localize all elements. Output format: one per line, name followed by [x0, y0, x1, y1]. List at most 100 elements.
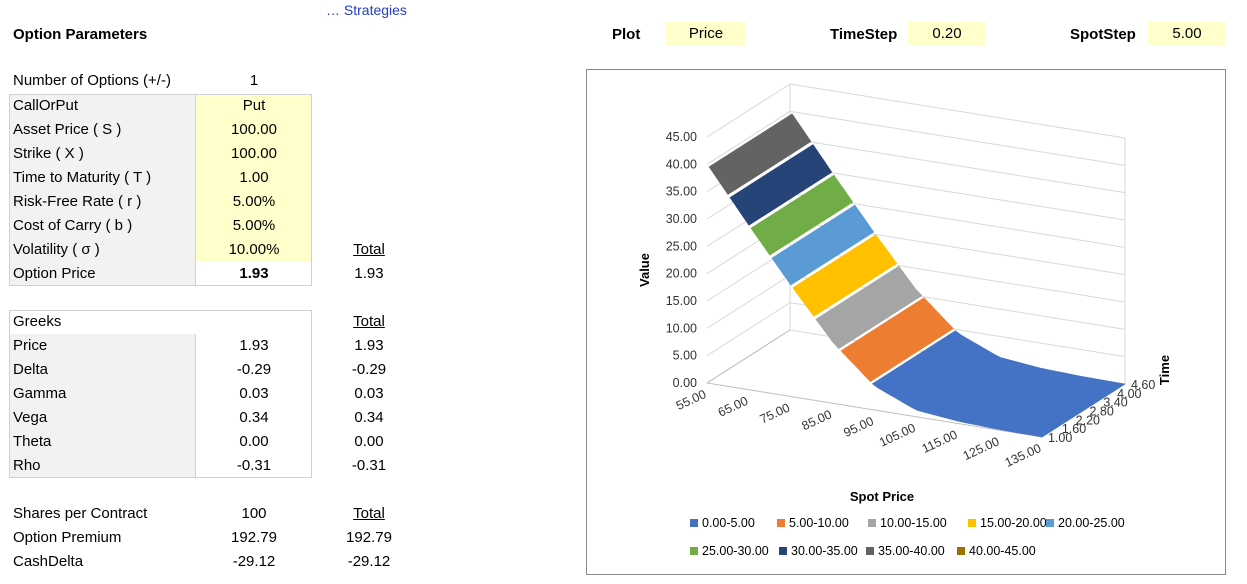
greeks-title: Greeks — [13, 313, 62, 330]
legend-label: 20.00-25.00 — [1058, 516, 1125, 530]
plot-value-cell[interactable]: Price — [666, 22, 746, 46]
greek-label: Price — [9, 334, 196, 358]
legend-swatch — [866, 547, 874, 555]
surface — [708, 113, 1126, 438]
greek-value: 0.34 — [239, 409, 269, 426]
legend-label: 40.00-45.00 — [969, 544, 1036, 558]
greek-value: -0.31 — [236, 457, 272, 474]
spot-tick-label: 85.00 — [800, 407, 834, 433]
value-tick-label: 35.00 — [666, 185, 697, 199]
param-value[interactable]: Put — [196, 94, 312, 118]
contract-label: CashDelta — [13, 553, 84, 570]
legend-label: 5.00-10.00 — [789, 516, 849, 530]
spot-tick-label: 115.00 — [920, 428, 960, 456]
greek-label: Vega — [9, 406, 196, 430]
param-value[interactable]: 5.00% — [196, 214, 312, 238]
legend-item: 30.00-35.00 — [779, 544, 858, 558]
option-price-total: 1.93 — [354, 265, 384, 282]
value-tick-label: 45.00 — [666, 130, 697, 144]
greek-value: 1.93 — [239, 337, 269, 354]
floor-left-edge — [706, 329, 791, 384]
legend-item: 20.00-25.00 — [1046, 516, 1125, 530]
legend-label: 25.00-30.00 — [702, 544, 769, 558]
surface-band-15.00-20.00 — [792, 234, 898, 317]
param-label: CallOrPut — [9, 94, 196, 118]
timestep-value-cell[interactable]: 0.20 — [908, 22, 986, 46]
param-label: Risk-Free Rate ( r ) — [9, 190, 196, 214]
legend-item: 35.00-40.00 — [866, 544, 945, 558]
greek-value: -0.29 — [236, 361, 272, 378]
value-tick-label: 5.00 — [673, 349, 697, 363]
spotstep-value-cell[interactable]: 5.00 — [1148, 22, 1226, 46]
legend-swatch — [779, 547, 787, 555]
surface-band-5.00-10.00 — [840, 297, 954, 382]
time-tick-label: 2.80 — [1090, 405, 1114, 419]
num-options-value[interactable]: 1 — [249, 72, 259, 89]
params-border — [9, 94, 312, 286]
greek-total: 0.03 — [354, 385, 384, 402]
greeks-total-header: Total — [353, 313, 385, 330]
time-tick-label: 1.00 — [1048, 431, 1072, 445]
legend-label: 15.00-20.00 — [980, 516, 1047, 530]
legend-label: 35.00-40.00 — [878, 544, 945, 558]
value-tick-label: 25.00 — [666, 239, 697, 253]
param-value[interactable]: 10.00% — [196, 238, 312, 262]
legend-swatch — [968, 519, 976, 527]
param-value[interactable]: 1.00 — [196, 166, 312, 190]
param-label: Cost of Carry ( b ) — [9, 214, 196, 238]
param-label: Strike ( X ) — [9, 142, 196, 166]
surface-band-0.00-5.00 — [871, 330, 1126, 438]
contract-value: 100 — [241, 505, 267, 522]
greeks-border — [9, 310, 312, 478]
param-value[interactable]: 100.00 — [196, 142, 312, 166]
param-label: Time to Maturity ( T ) — [9, 166, 196, 190]
legend-item: 25.00-30.00 — [690, 544, 769, 558]
legend-label: 10.00-15.00 — [880, 516, 947, 530]
spot-tick-label: 65.00 — [716, 394, 750, 420]
legend-swatch — [690, 519, 698, 527]
time-tick-label: 1.60 — [1062, 422, 1086, 436]
option-price-label: Option Price — [9, 262, 196, 286]
spot-tick-label: 105.00 — [877, 421, 918, 450]
legend-label: 0.00-5.00 — [702, 516, 755, 530]
value-tick-label: 40.00 — [666, 157, 697, 171]
spot-axis-line — [706, 382, 1043, 438]
time-axis-title: Time — [1157, 355, 1172, 385]
section-title: Option Parameters — [13, 26, 148, 43]
surface-band-20.00-25.00 — [771, 204, 875, 286]
legend-swatch — [957, 547, 965, 555]
greek-total: -0.29 — [351, 361, 387, 378]
param-value[interactable]: 5.00% — [196, 190, 312, 214]
greek-total: -0.31 — [351, 457, 387, 474]
legend-item: 5.00-10.00 — [777, 516, 849, 530]
greek-value: 0.03 — [239, 385, 269, 402]
time-tick-label: 4.00 — [1117, 387, 1141, 401]
spot-tick-label: 125.00 — [961, 434, 1002, 463]
params-total-header: Total — [353, 241, 385, 258]
spot-axis-title: Spot Price — [850, 489, 914, 504]
surface-band-30.00-35.00 — [729, 144, 833, 226]
legend-swatch — [777, 519, 785, 527]
param-label: Volatility ( σ ) — [9, 238, 196, 262]
value-tick-label: 15.00 — [666, 294, 697, 308]
greek-label: Rho — [9, 454, 196, 478]
value-tick-label: 30.00 — [666, 212, 697, 226]
surface-band-35.00-40.00 — [708, 113, 812, 195]
time-tick-label: 4.60 — [1131, 378, 1155, 392]
option-price-value: 1.93 — [239, 265, 269, 282]
param-value[interactable]: 100.00 — [196, 118, 312, 142]
legend-label: 30.00-35.00 — [791, 544, 858, 558]
timestep-label: TimeStep — [830, 26, 898, 43]
num-options-label: Number of Options (+/-) — [13, 72, 171, 89]
greek-label: Theta — [9, 430, 196, 454]
surface-chart-svg: 0.00 5.00 10.00 15.00 20.00 25.00 30.00 35.00 40… — [637, 83, 1172, 504]
strategies-link[interactable]: … Strategies — [326, 2, 407, 18]
greek-total: 0.00 — [354, 433, 384, 450]
spot-tick-label: 55.00 — [674, 387, 708, 413]
greek-total: 0.34 — [354, 409, 384, 426]
greek-label: Gamma — [9, 382, 196, 406]
surface-band-25.00-30.00 — [750, 174, 854, 256]
time-tick-label: 3.40 — [1103, 396, 1127, 410]
greek-value: 0.00 — [239, 433, 269, 450]
surface-chart: 0.00 5.00 10.00 15.00 20.00 25.00 30.00 35.00 40… — [586, 69, 1226, 575]
